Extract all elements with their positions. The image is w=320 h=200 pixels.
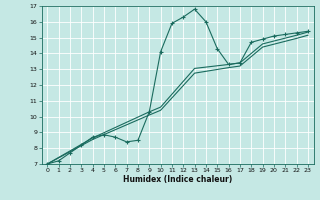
X-axis label: Humidex (Indice chaleur): Humidex (Indice chaleur) xyxy=(123,175,232,184)
